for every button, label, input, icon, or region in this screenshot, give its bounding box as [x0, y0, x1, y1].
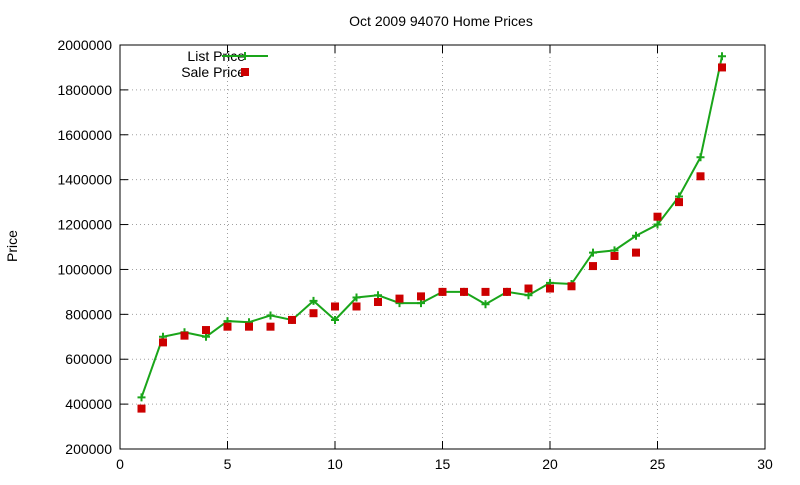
- data-point-square: [546, 284, 554, 293]
- data-point-square: [589, 262, 597, 271]
- y-tick-label: 200000: [65, 441, 112, 457]
- data-point-square: [610, 251, 619, 260]
- legend-label: List Price: [187, 48, 245, 64]
- y-tick-label: 1200000: [57, 217, 112, 233]
- y-tick-label: 1400000: [57, 172, 112, 188]
- data-point-square: [159, 338, 167, 347]
- x-tick-label: 0: [116, 456, 124, 472]
- data-point-square: [696, 172, 705, 181]
- data-point-square: [718, 63, 726, 72]
- y-tick-label: 1600000: [57, 127, 112, 143]
- data-point-square: [309, 309, 318, 318]
- y-tick-label: 800000: [65, 306, 112, 322]
- x-tick-label: 25: [650, 456, 666, 472]
- data-point-plus: [266, 311, 275, 320]
- data-point-square: [288, 315, 296, 324]
- data-point-plus: [632, 231, 640, 240]
- legend-label: Sale Price: [181, 64, 245, 80]
- series-sale-price: [137, 63, 726, 413]
- data-point-square: [481, 287, 490, 296]
- y-tick-label: 1000000: [57, 261, 112, 277]
- data-point-square: [202, 326, 210, 335]
- data-point-plus: [653, 220, 662, 229]
- data-point-square: [653, 212, 662, 221]
- x-tick-label: 5: [224, 456, 232, 472]
- data-point-square: [632, 248, 640, 257]
- data-point-square: [567, 282, 576, 291]
- data-point-square: [352, 302, 361, 311]
- x-tick-label: 10: [327, 456, 343, 472]
- data-point-plus: [374, 291, 382, 300]
- data-point-square: [460, 287, 468, 296]
- series-line: [140, 56, 723, 398]
- data-point-square: [223, 322, 232, 331]
- legend-marker-square: [241, 68, 249, 76]
- data-point-plus: [481, 300, 490, 309]
- data-point-square: [503, 287, 511, 296]
- data-point-square: [417, 292, 425, 301]
- chart-title: Oct 2009 94070 Home Prices: [349, 13, 533, 29]
- data-point-plus: [331, 315, 339, 324]
- data-point-plus: [696, 153, 705, 162]
- data-point-plus: [137, 393, 146, 402]
- data-point-square: [245, 322, 253, 331]
- data-point-plus: [309, 296, 318, 305]
- data-point-square: [180, 331, 189, 340]
- data-series: [137, 52, 726, 413]
- data-point-plus: [202, 332, 210, 341]
- data-point-square: [675, 198, 683, 207]
- data-point-square: [266, 322, 275, 331]
- data-point-plus: [524, 291, 533, 300]
- data-point-square: [331, 302, 339, 311]
- axes: 0 5 10 15 20 25 30 200000 400000 600000 800000 1000…: [57, 37, 773, 472]
- data-point-square: [374, 297, 382, 306]
- data-point-square: [524, 284, 533, 293]
- grid-lines: [120, 45, 765, 449]
- y-tick-label: 400000: [65, 396, 112, 412]
- data-point-plus: [352, 293, 361, 302]
- y-axis-label: Price: [4, 230, 20, 262]
- y-tick-label: 1800000: [57, 82, 112, 98]
- y-tick-label: 2000000: [57, 37, 112, 53]
- legend-marker-plus: [241, 52, 249, 60]
- data-point-plus: [417, 299, 425, 308]
- x-tick-label: 30: [757, 456, 773, 472]
- x-tick-label: 15: [435, 456, 451, 472]
- data-point-square: [137, 404, 146, 413]
- series-list-price: [137, 52, 726, 402]
- data-point-plus: [718, 52, 726, 61]
- x-tick-label: 20: [542, 456, 558, 472]
- data-point-square: [395, 294, 404, 303]
- y-tick-label: 600000: [65, 351, 112, 367]
- data-point-square: [438, 287, 447, 296]
- data-point-plus: [589, 248, 597, 257]
